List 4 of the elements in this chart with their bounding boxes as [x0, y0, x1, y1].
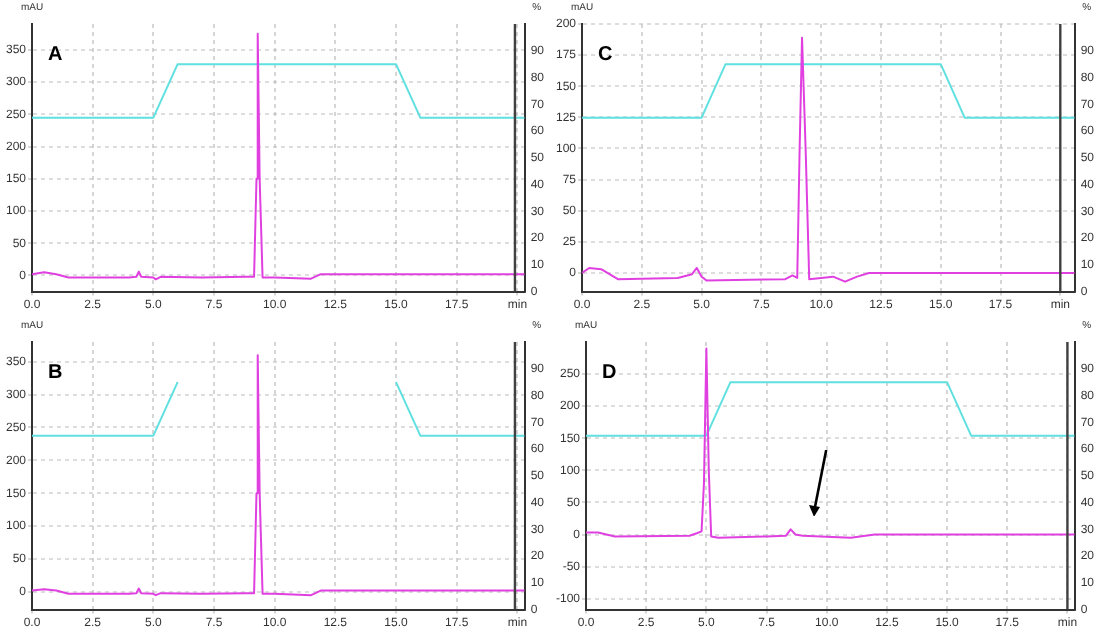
text: D — [602, 361, 617, 384]
text: C — [598, 43, 613, 66]
text: A — [48, 43, 63, 66]
text: B — [48, 361, 63, 384]
